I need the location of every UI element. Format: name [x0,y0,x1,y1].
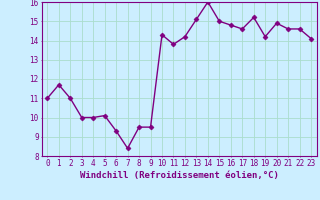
X-axis label: Windchill (Refroidissement éolien,°C): Windchill (Refroidissement éolien,°C) [80,171,279,180]
